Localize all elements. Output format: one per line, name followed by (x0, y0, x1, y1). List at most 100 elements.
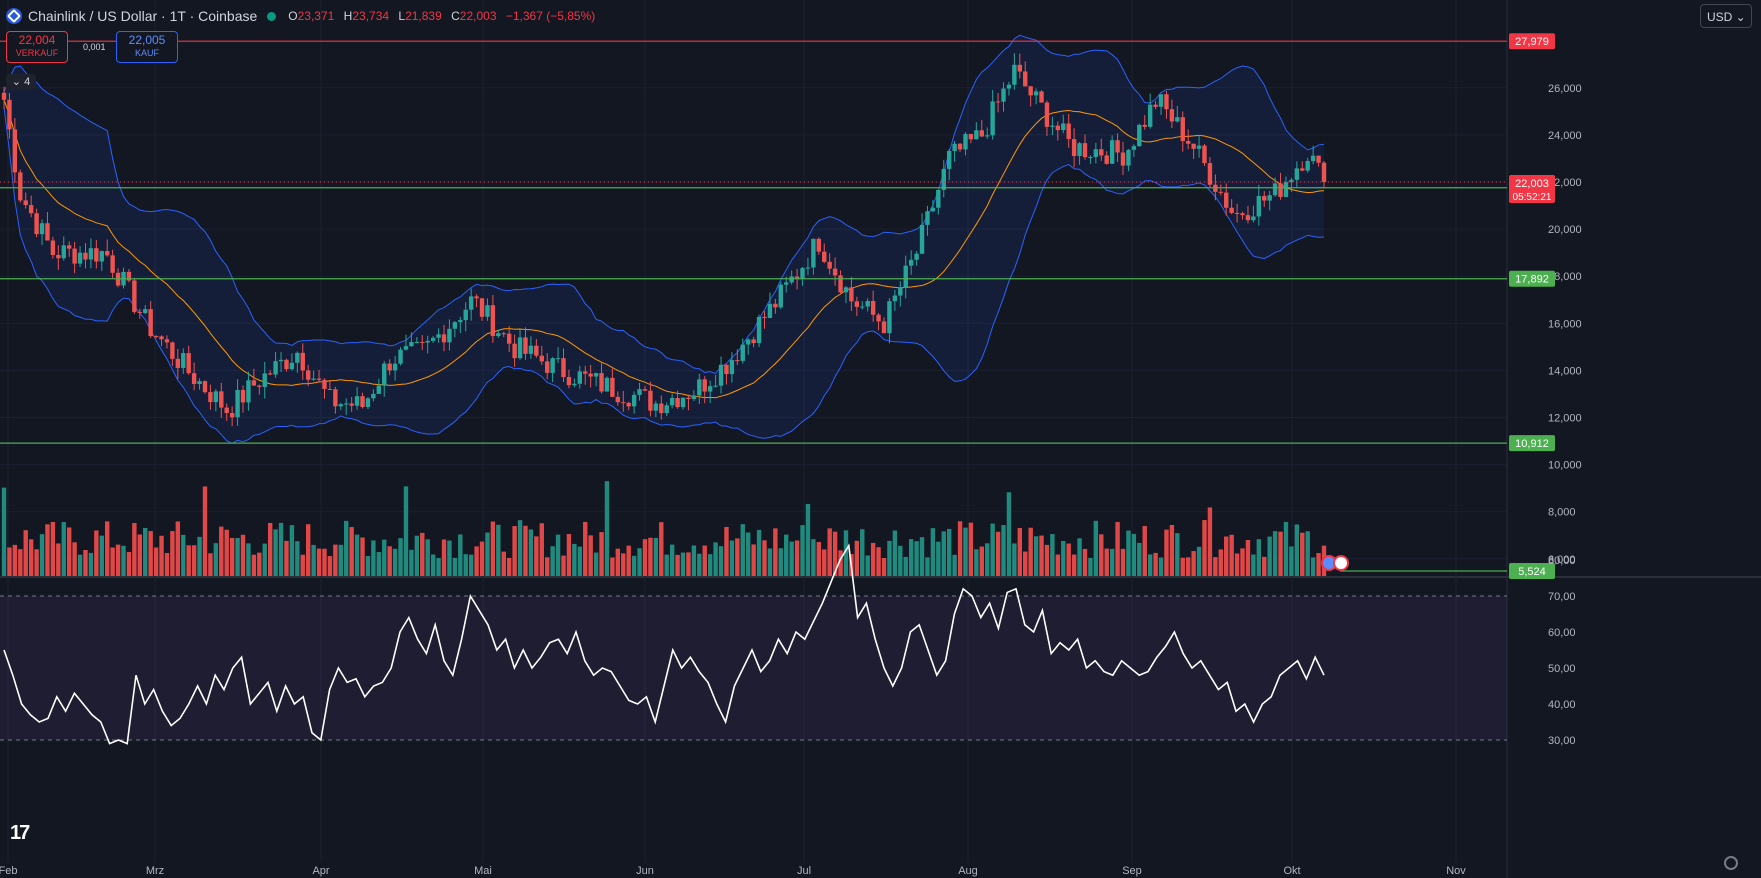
candle (1300, 161, 1305, 172)
candle-body (811, 238, 816, 268)
buy-button[interactable]: 22,005 KAUF (116, 31, 178, 63)
candle (1191, 143, 1196, 159)
candle (555, 347, 561, 363)
candle-body (1033, 91, 1039, 96)
candle (99, 250, 104, 271)
volume-bar (1055, 554, 1061, 576)
candle-body (56, 254, 61, 259)
volume-bar (1224, 536, 1229, 576)
candle (832, 257, 838, 286)
volume-bar (322, 548, 327, 576)
volume-bar (105, 521, 110, 576)
candle (827, 253, 832, 275)
indicators-collapse-button[interactable]: ⌄ 4 (6, 74, 36, 90)
tradingview-logo-icon[interactable]: 17 (10, 822, 30, 844)
candle-body (952, 143, 957, 152)
volume-bar (143, 527, 148, 576)
last-price-tag (1509, 175, 1555, 203)
volume-bar (1272, 531, 1278, 576)
volume-bar (583, 521, 588, 576)
volume-bar (968, 522, 974, 576)
volume-bar (1028, 527, 1033, 576)
candle (501, 331, 506, 338)
candle (1218, 184, 1223, 196)
candle-body (311, 378, 316, 380)
volume-bar (1234, 553, 1240, 576)
volume-bar (1044, 544, 1050, 576)
volume-bar (115, 544, 121, 576)
currency-select[interactable]: USD ⌄ (1700, 4, 1752, 28)
candle-body (1224, 192, 1229, 208)
settings-gear-icon[interactable] (1724, 856, 1738, 870)
volume-bar (1169, 524, 1175, 576)
candle-body (137, 311, 143, 313)
candle (512, 334, 517, 367)
volume-bar (267, 522, 273, 576)
candle (153, 335, 159, 339)
volume-bar (773, 528, 778, 576)
sell-button[interactable]: 22,004 VERKAUF (6, 31, 68, 63)
candle-body (1191, 143, 1196, 149)
candle-body (1082, 143, 1088, 158)
candle-body (876, 314, 881, 322)
candle-body (1061, 123, 1066, 131)
candle-body (724, 364, 729, 375)
candle (1278, 172, 1283, 200)
volume-bar (376, 552, 382, 576)
candle-body (305, 370, 311, 380)
volume-bar (512, 526, 517, 576)
volume-bar (257, 552, 262, 576)
volume-bar (936, 541, 941, 576)
candle-body (832, 268, 838, 276)
volume-bar (593, 552, 599, 576)
volume-bar (898, 545, 903, 576)
candle (1234, 203, 1240, 223)
candle (28, 195, 34, 218)
volume-bar (1218, 549, 1223, 576)
volume-bar (1006, 492, 1012, 576)
candle (680, 397, 686, 410)
candle (344, 398, 349, 415)
time-label: Jun (636, 865, 654, 877)
candle-body (441, 334, 447, 343)
volume-bar (1289, 546, 1294, 576)
candle (126, 269, 132, 283)
candle (338, 402, 343, 410)
volume-bar (1088, 557, 1093, 576)
market-status-icon (267, 11, 277, 21)
volume-bar (604, 481, 610, 576)
candle (1, 86, 7, 109)
price-tick-label: 22,000 (1548, 177, 1582, 189)
candle (1126, 149, 1131, 172)
candle-body (827, 261, 832, 269)
symbol-title[interactable]: Chainlink / US Dollar · 1T · Coinbase (28, 8, 258, 24)
price-tick-label: 14,000 (1548, 365, 1582, 377)
candle-body (751, 339, 756, 344)
candle (50, 236, 56, 259)
candle (1066, 113, 1071, 148)
volume-bar (94, 530, 99, 576)
candle-body (208, 392, 213, 403)
candle (224, 403, 229, 421)
rsi-tick-label: 30,00 (1548, 735, 1576, 747)
volume-bar (474, 546, 479, 576)
candle (919, 213, 925, 254)
candle-body (1196, 145, 1202, 149)
volume-bar (740, 524, 745, 576)
candle (137, 308, 143, 319)
candle (664, 402, 669, 416)
candle (1017, 53, 1023, 79)
volume-bar (566, 534, 572, 576)
volume-bar (436, 557, 441, 576)
price-tick-label: 24,000 (1548, 130, 1582, 142)
candle (1039, 90, 1044, 103)
candle (778, 281, 783, 310)
volume-bar (1017, 527, 1023, 576)
candle-body (892, 295, 898, 302)
candle-body (257, 385, 262, 387)
candle-body (669, 398, 675, 406)
candle (77, 246, 83, 268)
rsi-tick-label: 60,00 (1548, 627, 1576, 639)
candle-body (1017, 64, 1023, 72)
